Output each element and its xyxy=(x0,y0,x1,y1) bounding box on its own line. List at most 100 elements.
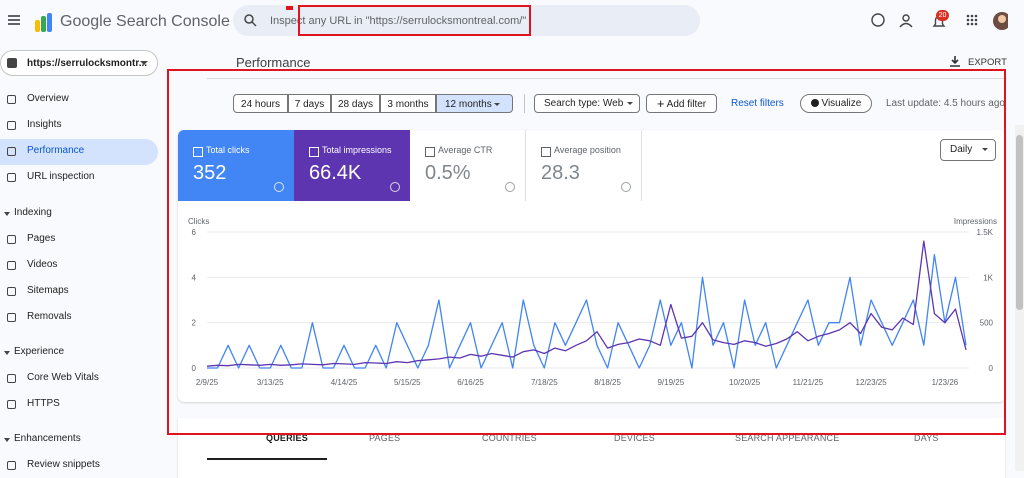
nav-item[interactable]: Videos xyxy=(27,259,58,270)
tab[interactable]: COUNTRIES xyxy=(482,433,537,443)
help-icon xyxy=(505,182,515,192)
header-icons xyxy=(871,12,1008,30)
dropdown-arrow xyxy=(494,103,500,106)
nav-item[interactable]: Overview xyxy=(27,93,69,104)
y-tick-label: 2 xyxy=(192,319,197,328)
checkbox xyxy=(541,147,551,157)
metric-value: 0.5% xyxy=(425,162,471,184)
y2-tick-label: 0 xyxy=(989,364,994,373)
logo xyxy=(35,13,52,32)
y-tick-label: 0 xyxy=(192,364,197,373)
checkbox xyxy=(425,147,435,157)
metric-value: 66.4K xyxy=(309,162,362,184)
y-tick-label: 4 xyxy=(192,273,197,282)
search-placeholder: Inspect any URL in "https://serrulocksmo… xyxy=(270,15,527,27)
nav-item[interactable]: Sitemaps xyxy=(27,285,69,296)
property-selector[interactable] xyxy=(0,50,158,76)
visualize-button[interactable]: Visualize xyxy=(800,94,872,113)
tabs-card xyxy=(178,418,1005,478)
page-title: Performance xyxy=(236,55,311,70)
nav-item[interactable]: HTTPS xyxy=(27,398,60,409)
help-icon xyxy=(274,182,284,192)
property-icon xyxy=(7,58,17,68)
nav-icon xyxy=(7,235,16,244)
search-type-button[interactable]: Search type: Web xyxy=(534,94,640,113)
visualize-label: Visualize xyxy=(821,98,862,109)
chart: 0 2 4 6 0 500 1K 1.5K Clicks Impressions 2/9/25 3/1… xyxy=(188,217,997,387)
nav-icon xyxy=(7,173,16,182)
y-axis-title: Clicks xyxy=(188,217,209,226)
series-line xyxy=(207,254,967,369)
date-range-chip[interactable]: 24 hours xyxy=(233,94,288,113)
nav-icon xyxy=(7,374,16,383)
product-name: Google Search Console xyxy=(60,13,230,30)
section-arrow xyxy=(4,351,10,355)
nav-item[interactable]: Core Web Vitals xyxy=(27,372,99,383)
metric-value: 28.3 xyxy=(541,162,580,184)
x-tick-label: 4/14/25 xyxy=(331,378,358,387)
metric-card[interactable]: Average position 28.3 xyxy=(526,130,642,201)
checkbox xyxy=(309,147,319,157)
export-button[interactable]: EXPORT xyxy=(968,57,1007,68)
y2-tick-label: 1.5K xyxy=(977,228,994,237)
nav-section: Experience xyxy=(14,346,65,357)
help-icon xyxy=(621,182,631,192)
tab[interactable]: PAGES xyxy=(369,433,401,443)
nav-item[interactable]: URL inspection xyxy=(27,171,95,182)
date-range-chip[interactable]: 12 months xyxy=(436,94,513,113)
nav-icon xyxy=(7,261,16,270)
tab[interactable]: DEVICES xyxy=(614,433,655,443)
x-tick-label: 7/18/25 xyxy=(531,378,558,387)
nav-section: Indexing xyxy=(14,207,52,218)
granularity-button[interactable]: Daily xyxy=(940,139,996,161)
metric-card[interactable]: Average CTR 0.5% xyxy=(410,130,526,201)
nav-icon xyxy=(7,147,16,156)
series-line xyxy=(206,240,967,367)
search-type-label: Search type: Web xyxy=(544,98,624,109)
nav-item[interactable]: Pages xyxy=(27,233,56,244)
checkbox xyxy=(193,147,203,157)
reset-filters[interactable]: Reset filters xyxy=(731,98,784,109)
menu-icon[interactable] xyxy=(8,15,20,25)
tab[interactable]: QUERIES xyxy=(266,433,308,443)
property-name: https://serrulocksmontr... xyxy=(27,58,148,69)
date-range-chip[interactable]: 3 months xyxy=(380,94,436,113)
divider xyxy=(207,78,1007,79)
y-tick-label: 6 xyxy=(192,228,197,237)
last-update: Last update: 4.5 hours ago xyxy=(886,98,1005,109)
nav-item[interactable]: Performance xyxy=(27,145,85,156)
metric-label: Total clicks xyxy=(206,145,250,155)
search-bar[interactable] xyxy=(233,5,700,36)
tab[interactable]: SEARCH APPEARANCE xyxy=(735,433,840,443)
metric-card[interactable]: Total clicks 352 xyxy=(178,130,294,201)
add-filter-button[interactable]: + Add filter xyxy=(646,94,717,113)
date-range-chip[interactable]: 28 days xyxy=(331,94,380,113)
x-tick-label: 2/9/25 xyxy=(196,378,219,387)
metric-label: Average position xyxy=(554,145,621,155)
nav-item[interactable]: Review snippets xyxy=(27,459,100,470)
metric-label: Total impressions xyxy=(322,145,392,155)
nav-item[interactable]: Insights xyxy=(27,119,62,130)
x-tick-label: 5/15/25 xyxy=(394,378,421,387)
x-tick-label: 1/23/26 xyxy=(932,378,959,387)
y2-tick-label: 500 xyxy=(980,319,994,328)
export-icon xyxy=(950,56,960,67)
nav-section: Enhancements xyxy=(14,433,81,444)
tab[interactable]: DAYS xyxy=(914,433,939,443)
section-arrow xyxy=(4,212,10,216)
annotation-mark xyxy=(286,6,293,10)
scrollbar-thumb[interactable] xyxy=(1016,135,1023,310)
dropdown-arrow xyxy=(140,61,148,65)
separator xyxy=(524,94,525,113)
date-range-chip[interactable]: 7 days xyxy=(288,94,331,113)
tab-underline xyxy=(207,458,327,460)
x-tick-label: 9/19/25 xyxy=(657,378,684,387)
nav-item[interactable]: Removals xyxy=(27,311,72,322)
metric-card[interactable]: Total impressions 66.4K xyxy=(294,130,410,201)
annotation-box xyxy=(298,5,531,36)
metric-value: 352 xyxy=(193,162,227,184)
y2-tick-label: 1K xyxy=(983,273,993,282)
x-tick-label: 10/20/25 xyxy=(729,378,761,387)
x-tick-label: 3/13/25 xyxy=(257,378,284,387)
